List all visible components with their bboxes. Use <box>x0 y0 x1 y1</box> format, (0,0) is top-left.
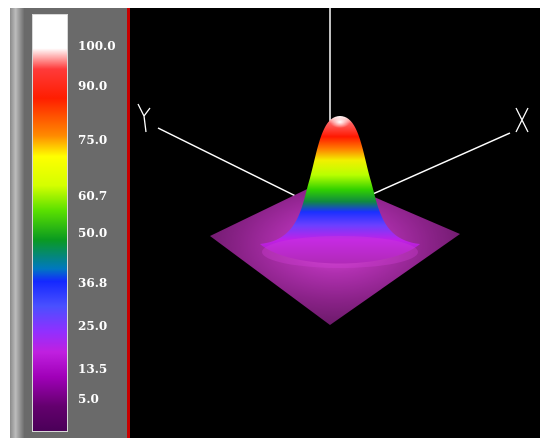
colorbar-tick-label: 13.5 <box>78 362 108 376</box>
surface-plot <box>137 8 529 325</box>
colorbar <box>32 14 68 432</box>
plot-window: 100.0 90.0 75.0 60.7 50.0 36.8 25.0 13.5… <box>10 8 540 438</box>
peak-highlight <box>330 116 350 128</box>
colorbar-tick-label: 75.0 <box>78 133 108 147</box>
colorbar-tick-label: 5.0 <box>78 392 99 406</box>
colorbar-tick-label: 50.0 <box>78 226 108 240</box>
colorbar-tick-label: 25.0 <box>78 319 108 333</box>
surface-peak <box>260 116 420 264</box>
surface-base-highlight <box>262 236 418 268</box>
colorbar-tick-label: 90.0 <box>78 79 108 93</box>
legend-border <box>127 8 130 438</box>
x-axis-glyph <box>515 107 529 133</box>
colorbar-tick-label: 60.7 <box>78 189 108 203</box>
y-axis-glyph <box>137 103 151 133</box>
colorbar-tick-label: 36.8 <box>78 276 108 290</box>
colorbar-tick-label: 100.0 <box>78 39 116 53</box>
window-edge <box>10 8 24 438</box>
